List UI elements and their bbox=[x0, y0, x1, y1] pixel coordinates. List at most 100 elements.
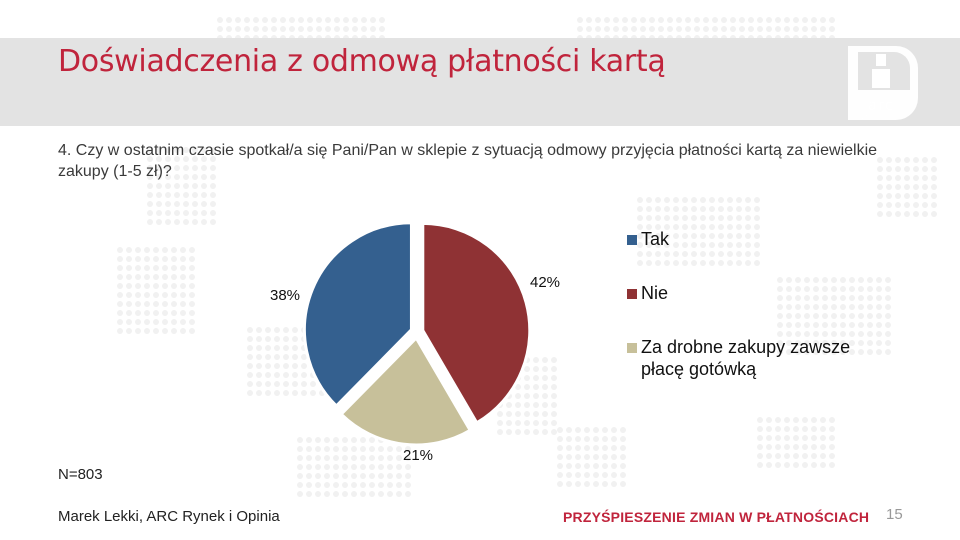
map-dot bbox=[333, 482, 339, 488]
map-dot bbox=[292, 354, 298, 360]
map-dot bbox=[766, 453, 772, 459]
map-dot bbox=[813, 295, 819, 301]
map-dot bbox=[811, 17, 817, 23]
map-dot bbox=[795, 304, 801, 310]
map-dot bbox=[682, 260, 688, 266]
map-dot bbox=[301, 381, 307, 387]
map-dot bbox=[886, 202, 892, 208]
map-dot bbox=[786, 322, 792, 328]
map-dot bbox=[307, 17, 313, 23]
survey-question: 4. Czy w ostatnim czasie spotkał/a się P… bbox=[58, 140, 878, 182]
map-dot bbox=[709, 242, 715, 248]
map-dot bbox=[804, 349, 810, 355]
map-dot bbox=[766, 417, 772, 423]
map-dot bbox=[343, 17, 349, 23]
map-dot bbox=[566, 463, 572, 469]
map-dot bbox=[822, 313, 828, 319]
map-dot bbox=[727, 215, 733, 221]
map-dot bbox=[840, 313, 846, 319]
map-dot bbox=[183, 192, 189, 198]
map-dot bbox=[351, 464, 357, 470]
map-dot bbox=[691, 233, 697, 239]
map-dot bbox=[673, 242, 679, 248]
map-dot bbox=[324, 482, 330, 488]
map-dot bbox=[247, 345, 253, 351]
map-dot bbox=[577, 26, 583, 32]
map-dot bbox=[174, 156, 180, 162]
map-dot bbox=[342, 491, 348, 497]
map-dot bbox=[135, 310, 141, 316]
map-dot bbox=[369, 482, 375, 488]
map-dot bbox=[876, 349, 882, 355]
map-dot bbox=[324, 437, 330, 443]
map-dot bbox=[885, 277, 891, 283]
map-dot bbox=[795, 349, 801, 355]
map-dot bbox=[144, 328, 150, 334]
map-dot bbox=[775, 426, 781, 432]
map-dot bbox=[786, 286, 792, 292]
map-dot bbox=[804, 322, 810, 328]
map-dot bbox=[822, 277, 828, 283]
map-dot bbox=[913, 157, 919, 163]
map-dot bbox=[895, 157, 901, 163]
map-dot bbox=[745, 197, 751, 203]
map-dot bbox=[153, 247, 159, 253]
map-dot bbox=[298, 17, 304, 23]
map-dot bbox=[174, 183, 180, 189]
map-dot bbox=[542, 384, 548, 390]
map-dot bbox=[913, 175, 919, 181]
map-dot bbox=[361, 26, 367, 32]
question-line-1: 4. Czy w ostatnim czasie spotkał/a się P… bbox=[58, 142, 878, 159]
map-dot bbox=[235, 26, 241, 32]
map-dot bbox=[876, 277, 882, 283]
map-dot bbox=[306, 437, 312, 443]
map-dot bbox=[757, 453, 763, 459]
map-dot bbox=[274, 345, 280, 351]
map-dot bbox=[183, 147, 189, 153]
map-dot bbox=[551, 366, 557, 372]
map-dot bbox=[180, 274, 186, 280]
map-dot bbox=[292, 372, 298, 378]
map-dot bbox=[886, 175, 892, 181]
map-dot bbox=[533, 384, 539, 390]
map-dot bbox=[369, 491, 375, 497]
map-dot bbox=[289, 17, 295, 23]
map-dot bbox=[316, 17, 322, 23]
map-dot bbox=[913, 202, 919, 208]
map-dot bbox=[904, 193, 910, 199]
map-dot bbox=[333, 473, 339, 479]
map-dot bbox=[757, 26, 763, 32]
map-dot bbox=[156, 147, 162, 153]
map-dot bbox=[315, 446, 321, 452]
map-dot bbox=[557, 436, 563, 442]
map-dot bbox=[165, 165, 171, 171]
map-dot bbox=[180, 283, 186, 289]
map-dot bbox=[703, 17, 709, 23]
map-dot bbox=[351, 491, 357, 497]
map-dot bbox=[637, 260, 643, 266]
map-dot bbox=[342, 455, 348, 461]
map-dot bbox=[542, 429, 548, 435]
map-dot bbox=[700, 233, 706, 239]
map-dot bbox=[867, 313, 873, 319]
map-dot bbox=[922, 166, 928, 172]
map-dot bbox=[201, 183, 207, 189]
pie-slice-1 bbox=[302, 221, 413, 409]
map-dot bbox=[804, 304, 810, 310]
map-dot bbox=[757, 435, 763, 441]
map-dot bbox=[757, 17, 763, 23]
map-dot bbox=[820, 444, 826, 450]
map-dot bbox=[736, 233, 742, 239]
map-dot bbox=[551, 429, 557, 435]
map-dot bbox=[165, 156, 171, 162]
map-dot bbox=[931, 166, 937, 172]
map-dot bbox=[153, 328, 159, 334]
map-dot bbox=[144, 283, 150, 289]
map-dot bbox=[804, 295, 810, 301]
map-dot bbox=[922, 157, 928, 163]
map-dot bbox=[802, 453, 808, 459]
map-dot bbox=[324, 446, 330, 452]
map-dot bbox=[795, 322, 801, 328]
map-dot bbox=[135, 247, 141, 253]
map-dot bbox=[667, 26, 673, 32]
